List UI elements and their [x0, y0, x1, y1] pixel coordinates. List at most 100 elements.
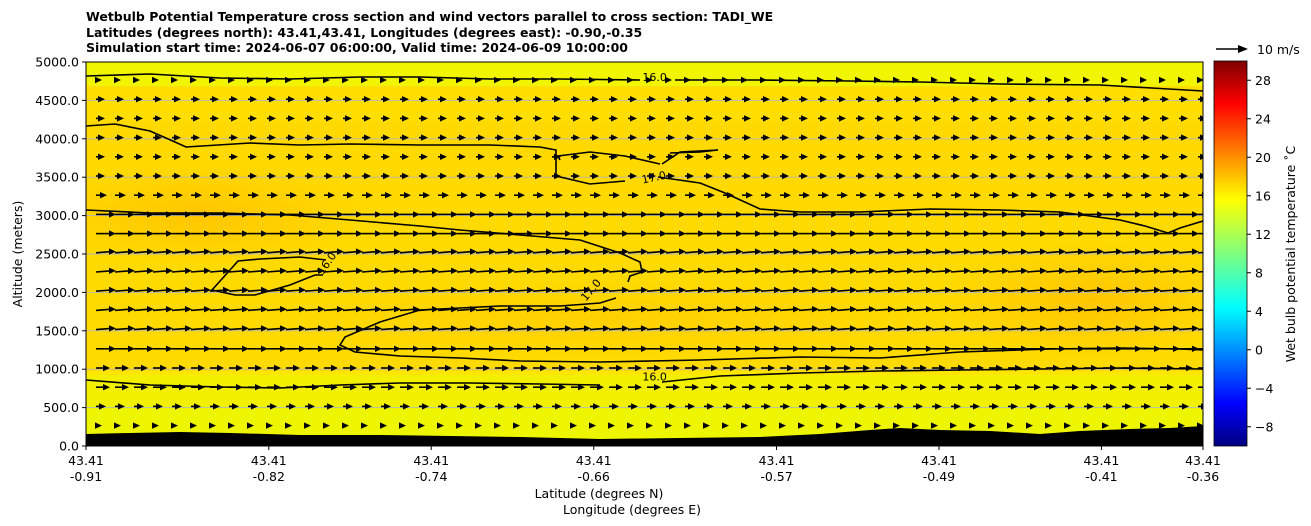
wind-vector — [476, 384, 490, 391]
wind-vector — [1007, 325, 1028, 332]
wind-vector — [438, 134, 447, 141]
wind-vector — [1140, 267, 1161, 274]
wind-vector — [894, 115, 903, 122]
title-line-3: Simulation start time: 2024-06-07 06:00:… — [86, 40, 628, 55]
wind-vector — [362, 345, 382, 352]
wind-vector — [665, 325, 686, 332]
wind-vector — [780, 230, 800, 237]
wind-vector — [969, 76, 976, 84]
wind-vector — [457, 384, 471, 391]
wind-vector — [1141, 172, 1150, 180]
wind-vector — [153, 134, 162, 141]
wind-vector — [817, 286, 838, 294]
wind-vector — [666, 115, 675, 122]
wind-vector — [970, 384, 984, 391]
wind-vector — [608, 422, 615, 429]
wind-vector — [856, 384, 870, 391]
wind-vector — [1140, 422, 1147, 429]
wind-vector — [286, 172, 295, 180]
wind-vector — [400, 153, 409, 160]
wind-vector — [1008, 384, 1022, 391]
wind-vector — [324, 115, 333, 122]
wind-vector — [191, 345, 211, 352]
wind-vector — [723, 153, 732, 160]
wind-vector — [1122, 172, 1131, 180]
wind-vector — [228, 286, 249, 294]
wind-vector — [210, 172, 219, 180]
wind-vector — [665, 267, 686, 274]
wind-vector — [874, 248, 895, 255]
wind-vector — [799, 230, 819, 237]
wind-vector — [381, 230, 401, 237]
wind-vector — [666, 96, 675, 103]
plot-area: 16.017.016.017.016.0 — [86, 62, 1203, 446]
wind-vector — [665, 76, 672, 84]
wind-vector — [400, 230, 420, 237]
x-tick-label-lat: 43.41 — [1185, 453, 1221, 468]
colorbar-fill — [1214, 61, 1247, 446]
wind-vector — [248, 192, 259, 199]
wind-vector — [684, 267, 705, 274]
wind-vector — [495, 172, 504, 180]
wind-vector — [399, 267, 420, 274]
wind-vector — [1198, 172, 1203, 180]
wind-vector — [874, 306, 895, 313]
wind-vector — [228, 306, 249, 313]
wind-vector — [514, 345, 534, 352]
wind-vector — [1083, 422, 1090, 429]
wind-vector — [495, 345, 515, 352]
wind-vector — [1007, 422, 1014, 429]
wind-vector — [229, 364, 243, 372]
wind-vector — [703, 286, 724, 294]
wind-vector — [152, 76, 159, 84]
wind-vector — [267, 230, 287, 237]
wind-vector — [761, 230, 781, 237]
wind-vector — [856, 192, 867, 199]
wind-vector — [400, 96, 409, 103]
wind-vector — [780, 96, 789, 103]
wind-vector — [381, 153, 390, 160]
wind-vector — [874, 325, 895, 332]
wind-vector — [1007, 306, 1028, 313]
wind-vector — [875, 153, 884, 160]
wind-vector — [875, 364, 889, 372]
wind-vector — [1065, 230, 1085, 237]
wind-vector — [779, 267, 800, 274]
wind-vector — [323, 306, 344, 313]
wind-vector — [836, 422, 843, 429]
wind-vector — [1046, 192, 1057, 199]
wind-vector — [96, 364, 110, 372]
wind-vector — [780, 153, 789, 160]
wind-vector — [799, 384, 813, 391]
wind-vector — [380, 76, 387, 84]
wind-vector — [324, 134, 333, 141]
wind-vector — [286, 364, 300, 372]
wind-vector — [95, 248, 116, 255]
wind-vector — [856, 364, 870, 372]
wind-vector — [647, 230, 667, 237]
y-tick-label: 500.0 — [43, 400, 79, 415]
wind-vector — [495, 134, 504, 141]
wind-vector — [836, 286, 857, 294]
wind-vector — [1064, 76, 1071, 84]
wind-vector — [1045, 325, 1066, 332]
wind-vector — [1160, 172, 1169, 180]
wind-vector — [229, 115, 238, 122]
wind-vector — [380, 306, 401, 313]
wind-vector — [419, 134, 428, 141]
wind-vector — [114, 267, 135, 274]
wind-vector — [362, 384, 376, 391]
y-tick-label: 2500.0 — [35, 247, 79, 262]
wind-vector — [514, 211, 534, 218]
wind-vector — [1198, 153, 1203, 160]
wind-vector — [894, 153, 903, 160]
wind-vector — [285, 286, 306, 294]
wind-vector — [647, 134, 656, 141]
wind-vector — [627, 306, 648, 313]
wind-vector — [514, 172, 523, 180]
wind-vector — [836, 325, 857, 332]
wind-vector — [646, 422, 653, 429]
wind-vector — [646, 76, 653, 84]
wind-vector — [476, 134, 485, 141]
wind-vector — [1084, 211, 1104, 218]
